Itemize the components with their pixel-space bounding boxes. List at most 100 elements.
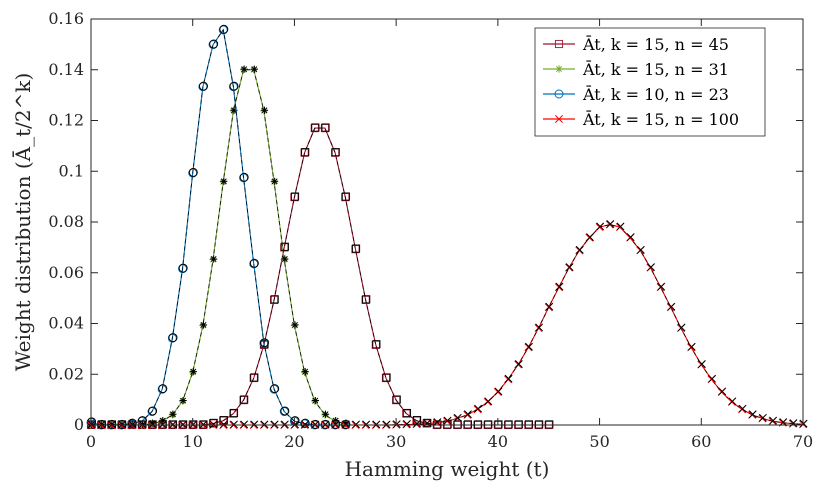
- data-point-overlay: [626, 233, 635, 242]
- data-point-overlay: [158, 420, 167, 429]
- legend-marker: [555, 115, 563, 123]
- data-point-overlay: [372, 420, 381, 429]
- legend-label: Āt, k = 15, n = 31: [582, 59, 729, 79]
- data-point-overlay: [575, 245, 584, 254]
- data-point-overlay: [728, 397, 737, 406]
- data-point: [157, 384, 167, 394]
- data-point-overlay: [769, 416, 778, 425]
- data-point: [218, 25, 228, 35]
- data-point-overlay: [117, 419, 127, 429]
- data-point: [249, 374, 258, 383]
- data-point: [239, 396, 248, 405]
- data-point: [351, 245, 360, 254]
- data-point-overlay: [219, 420, 228, 429]
- data-point-overlay: [250, 373, 259, 382]
- data-point-overlay: [189, 420, 198, 429]
- data-point: [341, 193, 350, 202]
- data-point-overlay: [270, 384, 280, 394]
- data-point-overlay: [321, 419, 331, 429]
- data-point-overlay: [586, 233, 594, 242]
- data-point-overlay: [291, 420, 299, 429]
- data-point-overlay: [159, 416, 167, 425]
- data-point-overlay: [758, 413, 767, 422]
- data-point-overlay: [127, 418, 137, 428]
- data-point: [198, 82, 208, 92]
- data-point-overlay: [87, 420, 96, 429]
- data-point-overlay: [341, 420, 350, 429]
- y-tick-label: 0.08: [48, 212, 84, 231]
- data-point-overlay: [382, 420, 391, 429]
- data-point: [127, 419, 137, 429]
- data-point-overlay: [321, 420, 330, 429]
- legend: Āt, k = 15, n = 45 Āt, k = 15, n = 31 Āt, …: [534, 27, 766, 137]
- data-point-overlay: [474, 404, 483, 413]
- x-tick-label: 40: [488, 432, 508, 451]
- data-point-overlay: [209, 418, 218, 427]
- legend-marker: [554, 39, 564, 49]
- data-point-overlay: [220, 177, 228, 185]
- legend-box: [534, 27, 766, 137]
- data-point: [320, 124, 329, 133]
- data-point-overlay: [372, 340, 381, 349]
- data-point: [300, 148, 309, 157]
- data-point-overlay: [555, 282, 564, 291]
- series-3: [87, 219, 808, 429]
- data-point-overlay: [260, 106, 269, 114]
- data-point-overlay: [240, 420, 249, 429]
- data-point-overlay: [230, 420, 238, 429]
- series-line: [91, 127, 549, 426]
- data-point-overlay: [311, 123, 320, 132]
- data-point-overlay: [799, 419, 808, 428]
- series-line: [91, 223, 804, 426]
- data-point-overlay: [392, 395, 401, 404]
- data-point-overlay: [280, 406, 290, 416]
- data-point-overlay: [198, 81, 208, 91]
- legend-label: Āt, k = 15, n = 100: [582, 109, 739, 129]
- data-point-overlay: [189, 420, 198, 429]
- data-point-overlay: [300, 418, 310, 428]
- data-point-overlay: [667, 302, 676, 311]
- data-point-overlay: [789, 419, 798, 428]
- x-tick-label: 30: [386, 432, 406, 451]
- x-tick-label: 0: [86, 432, 96, 451]
- data-point-overlay: [514, 420, 523, 429]
- data-point-overlay: [249, 258, 259, 268]
- data-point: [290, 193, 299, 202]
- data-point-overlay: [310, 419, 320, 429]
- data-point-overlay: [331, 148, 340, 157]
- data-point-overlay: [271, 177, 279, 185]
- legend-label: Āt, k = 10, n = 23: [582, 84, 729, 104]
- data-point-overlay: [229, 408, 239, 418]
- y-tick-label: 0.12: [48, 111, 84, 130]
- data-point-overlay: [281, 255, 289, 263]
- data-point-overlay: [179, 420, 188, 429]
- data-point-overlay: [474, 420, 483, 429]
- x-tick-label: 60: [691, 432, 711, 451]
- data-point-overlay: [606, 219, 615, 228]
- data-point: [300, 419, 310, 429]
- x-tick-label: 20: [284, 432, 304, 451]
- data-point-overlay: [107, 419, 117, 429]
- data-point-overlay: [250, 420, 259, 429]
- data-point-overlay: [331, 419, 341, 429]
- data-point: [279, 407, 289, 417]
- data-point-overlay: [168, 420, 178, 429]
- data-point-overlay: [342, 419, 350, 427]
- data-point: [270, 295, 279, 304]
- data-point-overlay: [433, 420, 442, 429]
- data-point: [381, 374, 391, 383]
- data-point-overlay: [168, 333, 178, 343]
- data-point-overlay: [169, 410, 177, 418]
- data-point-overlay: [301, 420, 310, 429]
- data-point-overlay: [260, 420, 269, 429]
- series-line-overlay: [90, 28, 346, 426]
- data-point-overlay: [413, 419, 422, 428]
- data-point-overlay: [718, 387, 727, 396]
- y-tick-label: 0.02: [48, 364, 84, 383]
- data-point-overlay: [545, 302, 554, 311]
- data-point: [269, 384, 279, 394]
- data-point-overlay: [280, 242, 289, 251]
- data-point-overlay: [341, 192, 350, 201]
- data-point-overlay: [341, 419, 351, 429]
- data-point-overlay: [514, 360, 523, 368]
